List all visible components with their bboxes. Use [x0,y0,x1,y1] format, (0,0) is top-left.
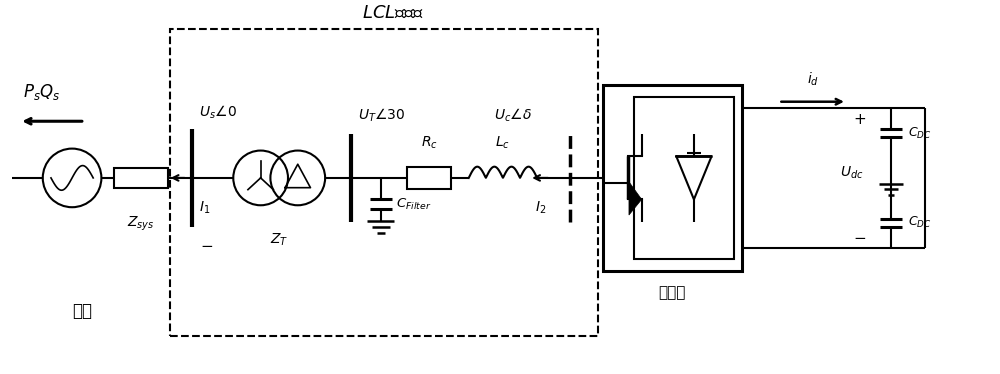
Text: $LCL$滤波器: $LCL$滤波器 [362,4,425,22]
Polygon shape [629,182,642,215]
Bar [407,167,451,188]
Text: $i_d$: $i_d$ [807,71,819,88]
Text: $R_c$: $R_c$ [421,134,438,151]
Text: $I_2$: $I_2$ [535,199,546,216]
Text: $U_s\angle 0$: $U_s\angle 0$ [199,104,237,121]
Text: $C_{DC}$: $C_{DC}$ [908,125,932,141]
Text: $U_{dc}$: $U_{dc}$ [840,165,864,181]
Bar [603,85,742,271]
Text: $U_c\angle\delta$: $U_c\angle\delta$ [494,107,532,124]
Text: $C_{Filter}$: $C_{Filter}$ [396,197,432,212]
Text: 电网: 电网 [72,301,92,319]
Bar [170,30,598,336]
Text: $I_1$: $I_1$ [199,199,210,216]
Text: 换流站: 换流站 [659,285,686,300]
Text: $C_{DC}$: $C_{DC}$ [908,215,932,230]
Text: $+$: $+$ [853,112,866,127]
Text: $-$: $-$ [200,236,213,252]
Bar [634,97,734,259]
Text: $L_c$: $L_c$ [495,134,510,151]
Bar [114,168,168,188]
Text: $-$: $-$ [853,229,866,244]
Text: $Z_T$: $Z_T$ [270,232,288,248]
Text: $Z_{sys}$: $Z_{sys}$ [127,215,155,233]
Text: $U_T\angle 30$: $U_T\angle 30$ [358,107,406,124]
Text: $P_s Q_s$: $P_s Q_s$ [23,82,61,102]
